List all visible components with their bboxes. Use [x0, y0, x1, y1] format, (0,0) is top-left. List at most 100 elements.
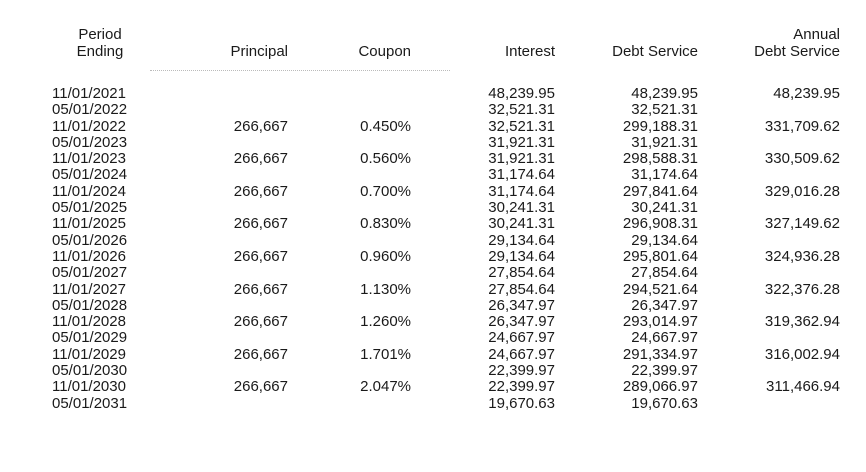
- principal-cell: 266,667: [233, 313, 288, 331]
- period-ending-cell: 11/01/2027: [52, 280, 126, 298]
- table-row: 05/01/2026 29,134.64 29,134.64: [0, 231, 866, 249]
- interest-cell: 29,134.64: [488, 231, 555, 249]
- interest-cell: 29,134.64: [488, 247, 555, 265]
- coupon-cell: 0.560%: [360, 150, 411, 168]
- debt-service-cell: 298,588.31: [622, 150, 698, 168]
- debt-service-cell: 26,347.97: [631, 296, 698, 314]
- table-row: 05/01/2030 22,399.97 22,399.97: [0, 363, 866, 379]
- annual-debt-service-cell: 311,466.94: [766, 378, 840, 396]
- interest-cell: 32,521.31: [488, 101, 555, 119]
- coupon-cell: 0.450%: [360, 117, 411, 135]
- interest-cell: 31,174.64: [488, 182, 555, 200]
- table-row: 05/01/2025 30,241.31 30,241.31: [0, 200, 866, 216]
- header-annual-line1: Annual: [793, 26, 840, 43]
- coupon-cell: 0.960%: [360, 247, 411, 265]
- header-annual-debt-service: Annual Debt Service: [754, 26, 840, 60]
- period-ending-cell: 11/01/2025: [52, 215, 126, 233]
- period-ending-cell: 05/01/2024: [52, 166, 128, 184]
- interest-cell: 30,241.31: [488, 199, 555, 217]
- table-row: 11/01/2029 266,667 1.701% 24,667.97 291,334.…: [0, 345, 866, 363]
- coupon-cell: 0.700%: [360, 182, 411, 200]
- principal-cell: 266,667: [233, 378, 288, 396]
- header-coupon: Coupon: [358, 43, 411, 60]
- period-ending-cell: 05/01/2028: [52, 296, 128, 314]
- table-row: 11/01/2026 266,667 0.960% 29,134.64 295,801.…: [0, 247, 866, 265]
- annual-debt-service-cell: 327,149.62: [764, 215, 840, 233]
- interest-cell: 27,854.64: [488, 264, 555, 282]
- interest-cell: 19,670.63: [488, 394, 555, 412]
- header-principal: Principal: [230, 43, 288, 60]
- debt-service-cell: 31,921.31: [631, 133, 698, 151]
- debt-service-cell: 297,841.64: [622, 182, 698, 200]
- interest-cell: 31,174.64: [488, 166, 555, 184]
- coupon-cell: 1.701%: [360, 345, 411, 363]
- header-period-ending: Period Ending: [50, 26, 150, 60]
- header-interest: Interest: [504, 43, 555, 60]
- interest-cell: 31,921.31: [488, 133, 555, 151]
- annual-debt-service-cell: 331,709.62: [764, 117, 840, 135]
- period-ending-cell: 11/01/2029: [52, 345, 126, 363]
- principal-cell: 266,667: [233, 150, 288, 168]
- debt-service-cell: 299,188.31: [622, 117, 698, 135]
- debt-service-cell: 29,134.64: [631, 231, 698, 249]
- principal-cell: 266,667: [233, 345, 288, 363]
- principal-cell: 266,667: [233, 182, 288, 200]
- annual-debt-service-cell: 319,362.94: [764, 313, 840, 331]
- interest-cell: 24,667.97: [488, 345, 555, 363]
- period-ending-cell: 11/01/2022: [52, 117, 126, 135]
- period-ending-cell: 11/01/2024: [52, 182, 126, 200]
- annual-debt-service-cell: 330,509.62: [764, 150, 840, 168]
- interest-cell: 26,347.97: [488, 296, 555, 314]
- period-ending-cell: 05/01/2023: [52, 133, 128, 151]
- header-period-line2: Ending: [76, 43, 124, 60]
- table-row: 11/01/2025 266,667 0.830% 30,241.31 296,908.…: [0, 216, 866, 232]
- period-ending-cell: 11/01/2021: [52, 85, 126, 102]
- table-row: 05/01/2028 26,347.97 26,347.97: [0, 296, 866, 314]
- header-divider: [150, 70, 450, 71]
- annual-debt-service-cell: 322,376.28: [764, 280, 840, 298]
- table-row: 11/01/2028 266,667 1.260% 26,347.97 293,014.…: [0, 314, 866, 330]
- coupon-cell: 1.260%: [360, 313, 411, 331]
- table-row: 05/01/2023 31,921.31 31,921.31: [0, 133, 866, 151]
- period-ending-cell: 11/01/2023: [52, 150, 126, 168]
- annual-debt-service-cell: 324,936.28: [764, 247, 840, 265]
- header-debt-service: Debt Service: [612, 43, 698, 60]
- coupon-cell: 0.830%: [360, 215, 411, 233]
- debt-service-cell: 19,670.63: [631, 394, 698, 412]
- debt-service-cell: 48,239.95: [631, 85, 698, 102]
- header-period-line1: Period: [78, 26, 122, 43]
- debt-service-cell: 27,854.64: [631, 264, 698, 282]
- coupon-cell: 1.130%: [360, 280, 411, 298]
- period-ending-cell: 05/01/2026: [52, 231, 128, 249]
- annual-debt-service-cell: 329,016.28: [764, 182, 840, 200]
- period-ending-cell: 05/01/2025: [52, 199, 128, 217]
- interest-cell: 22,399.97: [488, 362, 555, 380]
- interest-cell: 26,347.97: [488, 313, 555, 331]
- period-ending-cell: 05/01/2031: [52, 394, 128, 412]
- table-row: 11/01/2023 266,667 0.560% 31,921.31 298,588.…: [0, 151, 866, 167]
- interest-cell: 30,241.31: [488, 215, 555, 233]
- table-row: 05/01/2029 24,667.97 24,667.97: [0, 330, 866, 346]
- table-row: 05/01/2022 32,521.31 32,521.31: [0, 102, 866, 118]
- table-row: 11/01/2022 266,667 0.450% 32,521.31 299,188.…: [0, 117, 866, 135]
- debt-service-cell: 31,174.64: [631, 166, 698, 184]
- period-ending-cell: 11/01/2026: [52, 247, 126, 265]
- period-ending-cell: 05/01/2029: [52, 329, 128, 347]
- debt-service-cell: 24,667.97: [631, 329, 698, 347]
- debt-service-cell: 291,334.97: [622, 345, 698, 363]
- debt-service-cell: 289,066.97: [622, 378, 698, 396]
- principal-cell: 266,667: [233, 247, 288, 265]
- debt-service-cell: 32,521.31: [631, 101, 698, 119]
- interest-cell: 31,921.31: [488, 150, 555, 168]
- principal-cell: 266,667: [233, 117, 288, 135]
- annual-debt-service-cell: 316,002.94: [764, 345, 840, 363]
- table-row: 11/01/2021 48,239.95 48,239.95 48,239.95: [0, 86, 866, 102]
- table-row: 05/01/2027 27,854.64 27,854.64: [0, 265, 866, 281]
- period-ending-cell: 05/01/2030: [52, 362, 128, 380]
- table-row: 05/01/2024 31,174.64 31,174.64: [0, 167, 866, 183]
- period-ending-cell: 11/01/2028: [52, 313, 126, 331]
- period-ending-cell: 05/01/2022: [52, 101, 128, 119]
- debt-service-cell: 296,908.31: [622, 215, 698, 233]
- interest-cell: 27,854.64: [488, 280, 555, 298]
